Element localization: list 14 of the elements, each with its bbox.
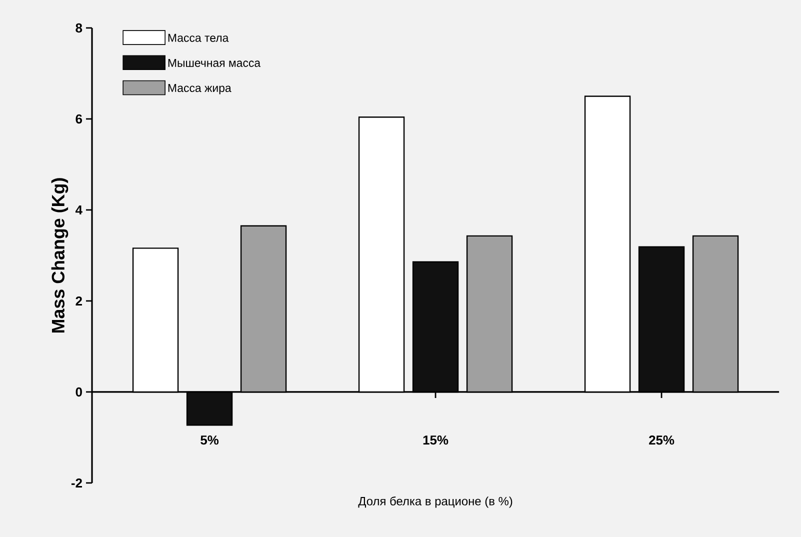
legend-label: Мышечная масса [168,58,261,67]
y-tick-label: -2 [71,478,82,488]
x-axis-title: Доля белка в рационе (в %) [358,496,512,508]
y-tick-label: 4 [75,206,82,214]
y-tick-label: 2 [76,296,82,306]
y-tick-label: 8 [76,23,82,33]
y-tick-label: 6 [76,114,82,124]
x-tick-label: 15% [423,436,448,445]
legend-label: Масса тела [168,34,229,42]
legend-label: Масса жира [168,84,232,94]
x-tick-label: 5% [200,436,219,445]
y-axis-title: Mass Change (Kg) [51,178,68,332]
y-tick-label: 0 [76,387,82,397]
x-tick-label: 25% [649,436,674,445]
